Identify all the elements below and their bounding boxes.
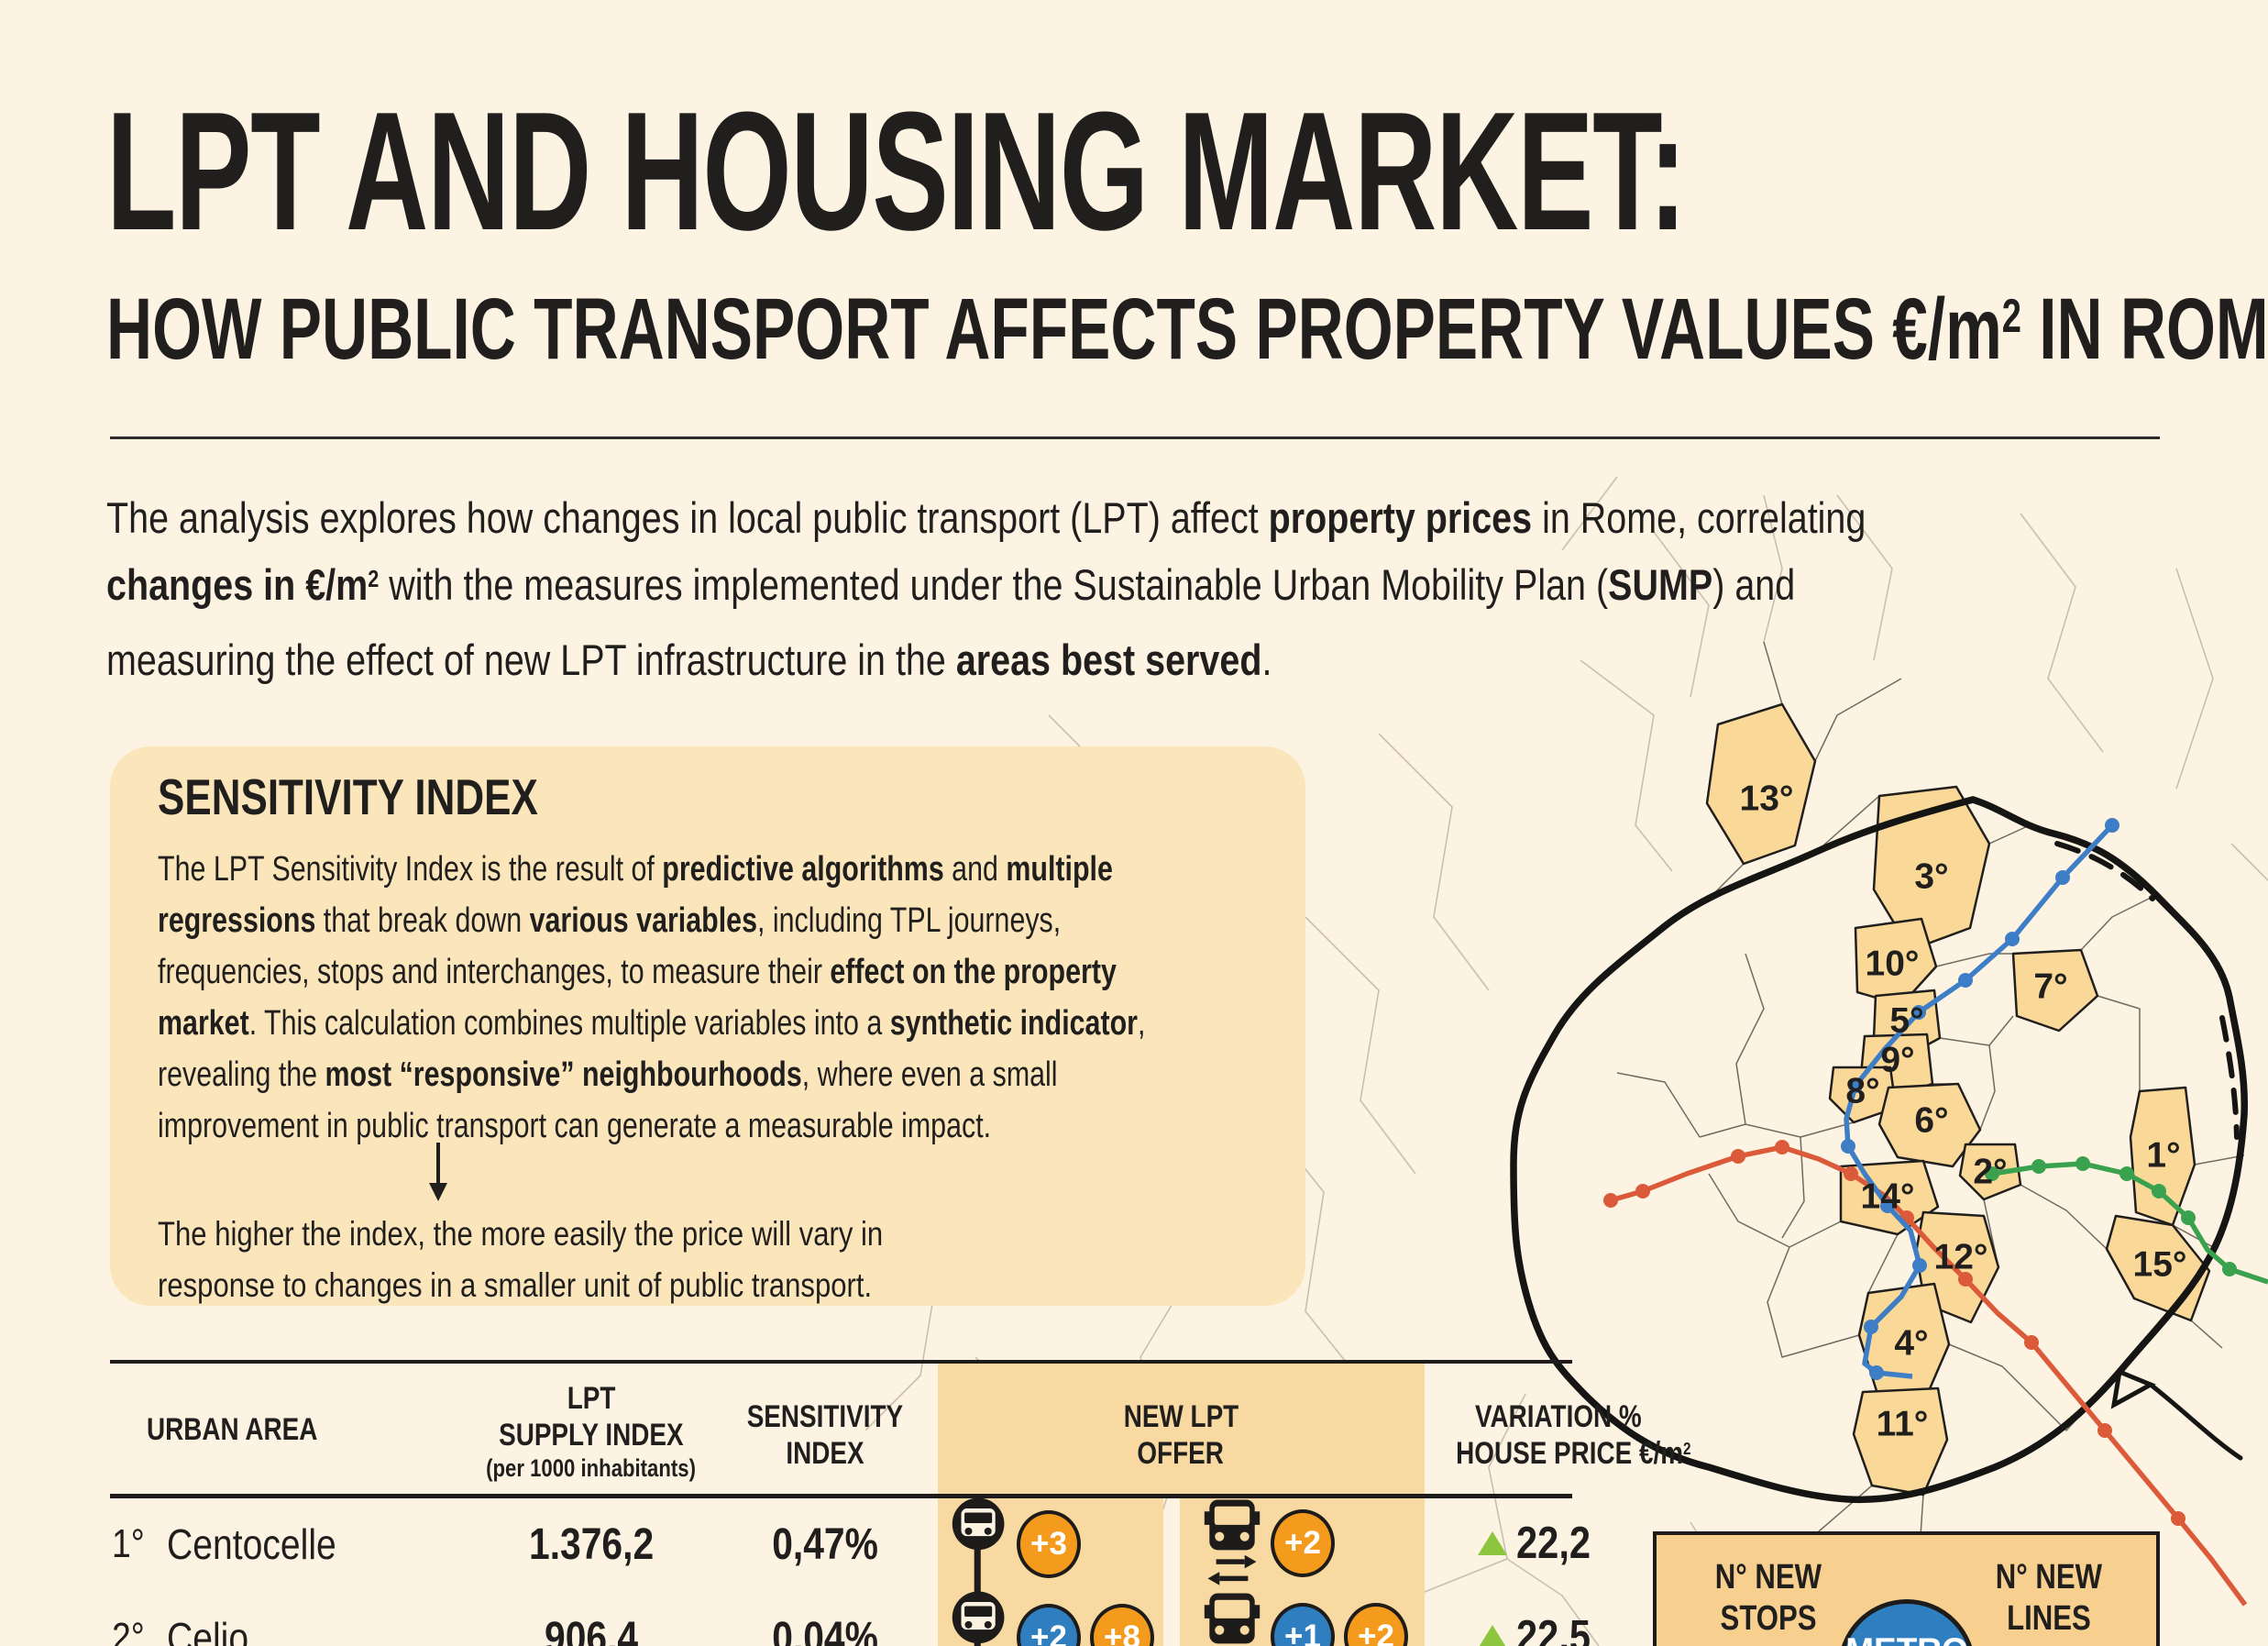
new-stops-badge: +2 [1017,1604,1081,1646]
col-header-supply: LPT SUPPLY INDEX (per 1000 inhabitants) [486,1381,697,1482]
col-header-sensitivity: SENSITIVITY INDEX [746,1399,904,1471]
row2-new-stops-cell: +2 +8 [951,1587,1154,1646]
metro-line-c-stations [1985,1156,2237,1276]
row1-new-stops-cell: +3 [951,1494,1081,1595]
bus-stop-icon [952,1591,1005,1646]
legend-new-lines-label: N° NEW LINES [1995,1558,2103,1638]
district-13 [1705,702,1817,866]
district-label-9: 9° [1880,1041,1914,1080]
row1-rank: 1° [112,1521,145,1566]
offer-legend: N° NEW STOPS N° NEW LINES METRO [1653,1531,2160,1646]
row2-variation-cell: 22,5 [1478,1611,1603,1646]
district-label-11: 11° [1877,1405,1929,1444]
intro-line-3: measuring the effect of new LPT infrastr… [106,635,1272,684]
row2-new-lines-cell: +1 +2 [1203,1591,1408,1646]
row1-urban-area: Centocelle [167,1520,336,1568]
table-row: 1° Centocelle 1.376,2 0,47% +3 [110,1485,1591,1604]
new-lines-badge: +2 [1344,1603,1408,1646]
new-stops-badge: +3 [1017,1510,1081,1578]
ring-road [1510,796,2249,1504]
col-header-supply-sub: (per 1000 inhabitants) [486,1454,697,1482]
rome-map: 13° 3° 10° 7° 5° 9° 8° 6° 2° 1° 14° 12° … [865,440,2268,1646]
district-labels: 13° 3° 10° 7° 5° 9° 8° 6° 2° 1° 14° 12° … [1740,779,2187,1444]
row1-sensitivity-index: 0,47% [772,1520,878,1569]
intro-line-1: The analysis explores how changes in loc… [106,493,1866,542]
district-6 [1877,1082,1982,1168]
table-top-rule [110,1360,1572,1364]
row1-supply-index: 1.376,2 [528,1520,655,1569]
district-3 [1872,785,1991,952]
metro-line-b-stations [1841,818,2119,1380]
col-header-new-lpt-offer: NEW LPT OFFER [1123,1399,1239,1471]
district-8 [1828,1066,1898,1124]
district-label-4: 4° [1894,1324,1928,1364]
col-header-variation: VARIATION % HOUSE PRICE €/m2 [1456,1399,1691,1471]
district-label-7: 7° [2033,967,2067,1007]
new-lines-badge: +2 [1271,1509,1335,1577]
down-arrow-icon [429,1143,447,1201]
row2-supply-index: 906,4 [544,1614,639,1646]
offer-header-bg [938,1364,1425,1494]
up-triangle-icon [1479,1625,1506,1646]
sensitivity-box-note: The higher the index, the more easily th… [158,1215,884,1304]
rome-map-svg: 13° 3° 10° 7° 5° 9° 8° 6° 2° 1° 14° 12° … [865,476,2268,1646]
up-triangle-icon [1478,1531,1507,1555]
row2-rank: 2° [112,1615,145,1646]
intro-line-2: changes in €/m2 with the measures implem… [106,560,1796,609]
data-table: URBAN AREA LPT SUPPLY INDEX (per 1000 in… [110,1360,1691,1646]
district-label-6: 6° [1914,1101,1948,1141]
district-label-2: 2° [1973,1153,2007,1192]
table-row: 2° Celio 906,4 0,04% +2 +8 [110,1578,1591,1646]
row2-urban-area: Celio [167,1614,249,1646]
bus-lines-icon [1204,1499,1261,1585]
page-title: LPT AND HOUSING MARKET: [106,76,1687,265]
table-header-rule [110,1494,1572,1498]
district-label-13: 13° [1740,779,1794,819]
highlighted-districts [1705,702,2211,1497]
bus-lines-icon [1204,1593,1261,1644]
district-label-14: 14° [1861,1177,1915,1217]
row1-new-lines-cell: +2 [1203,1497,1335,1589]
bus-stop-icon [952,1497,1005,1593]
district-label-1: 1° [2146,1136,2180,1176]
sensitivity-index-box: SENSITIVITY INDEX The LPT Sensitivity In… [110,746,1305,1306]
district-label-10: 10° [1866,945,1920,984]
divider-rule [110,436,2160,439]
district-10 [1854,917,1938,1007]
row1-variation-cell: 22,2 [1478,1518,1603,1569]
district-7 [2011,948,2099,1033]
district-label-15: 15° [2133,1245,2187,1285]
district-label-3: 3° [1914,857,1948,897]
col-header-urban-area: URBAN AREA [147,1412,318,1447]
new-stops-badge: +8 [1090,1604,1154,1646]
intro-paragraph: The analysis explores how changes in loc… [106,484,2201,693]
page-subtitle: HOW PUBLIC TRANSPORT AFFECTS PROPERTY VA… [106,281,2268,378]
legend-metro-label: METRO [1845,1631,1968,1646]
legend-new-stops-label: N° NEW STOPS [1714,1558,1822,1638]
district-label-8: 8° [1845,1072,1879,1111]
row2-sensitivity-index: 0,04% [772,1614,878,1646]
sensitivity-box-title: SENSITIVITY INDEX [158,768,538,825]
district-label-12: 12° [1934,1238,1988,1277]
new-lines-badge: +1 [1271,1603,1335,1646]
sensitivity-box-body: The LPT Sensitivity Index is the result … [158,850,1146,1145]
district-label-5: 5° [1889,1001,1923,1041]
